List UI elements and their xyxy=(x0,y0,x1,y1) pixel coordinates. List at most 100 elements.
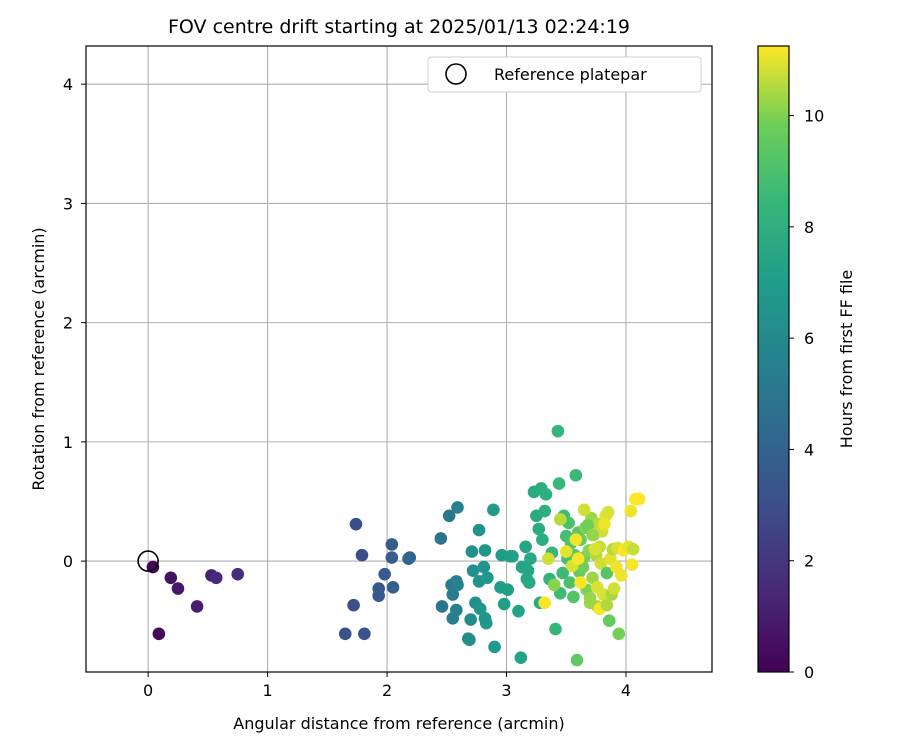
data-point xyxy=(479,616,493,630)
data-point xyxy=(472,523,486,537)
data-point xyxy=(626,542,640,556)
data-point xyxy=(524,552,537,566)
data-point xyxy=(506,550,519,563)
x-tick-label: 4 xyxy=(621,681,631,700)
data-point xyxy=(549,622,562,636)
data-point xyxy=(532,522,546,536)
data-point xyxy=(600,566,614,580)
data-point xyxy=(574,576,587,589)
data-point xyxy=(570,653,584,667)
colorbar-tick-label: 6 xyxy=(804,329,814,348)
colorbar-tick-label: 2 xyxy=(804,552,814,571)
data-point xyxy=(536,533,549,546)
data-point xyxy=(614,569,628,582)
y-tick-label: 2 xyxy=(63,314,73,333)
legend-marker-icon xyxy=(445,63,467,85)
data-point xyxy=(338,627,352,641)
data-point xyxy=(567,590,580,604)
x-axis-label: Angular distance from reference (arcmin) xyxy=(233,714,564,733)
data-point xyxy=(488,640,501,654)
data-point xyxy=(386,581,400,594)
data-point xyxy=(581,519,595,532)
data-point xyxy=(583,596,597,610)
y-tick-label: 0 xyxy=(63,552,73,571)
data-point xyxy=(463,633,476,647)
x-tick-label: 3 xyxy=(501,681,511,700)
data-point xyxy=(487,503,500,517)
y-axis-ticks: 0 1 2 3 4 xyxy=(63,75,86,571)
data-point xyxy=(598,517,611,531)
data-point xyxy=(563,576,577,589)
data-point xyxy=(465,545,479,558)
data-point xyxy=(552,477,566,490)
data-point xyxy=(586,571,599,585)
x-tick-label: 2 xyxy=(382,681,392,700)
data-point xyxy=(442,509,456,523)
y-tick-label: 4 xyxy=(63,75,73,94)
data-point xyxy=(501,583,515,597)
reference-marker xyxy=(137,550,159,572)
data-point xyxy=(451,501,464,514)
data-point xyxy=(542,552,555,566)
data-point xyxy=(624,504,638,518)
data-point xyxy=(601,505,615,519)
data-point xyxy=(477,560,491,574)
legend: Reference platepar xyxy=(427,56,702,93)
data-point xyxy=(521,564,535,577)
data-point xyxy=(209,571,223,585)
data-point xyxy=(385,538,399,551)
data-point xyxy=(164,571,178,585)
x-tick-label: 0 xyxy=(143,681,153,700)
data-point xyxy=(591,581,604,594)
y-tick-label: 3 xyxy=(63,194,73,213)
data-point xyxy=(548,578,561,592)
data-point xyxy=(519,540,532,554)
data-point xyxy=(372,589,385,602)
x-axis-ticks: 0 1 2 3 4 xyxy=(143,672,631,700)
data-point xyxy=(434,532,448,545)
data-point xyxy=(586,528,599,542)
data-point xyxy=(466,564,480,577)
chart-title: FOV centre drift starting at 2025/01/13 … xyxy=(168,16,630,38)
data-point xyxy=(473,602,487,616)
data-point xyxy=(481,571,494,585)
data-point xyxy=(349,517,363,531)
colorbar-tick-label: 8 xyxy=(804,218,814,237)
data-point xyxy=(403,551,417,564)
data-point xyxy=(435,600,449,613)
legend-box xyxy=(427,56,702,93)
data-point xyxy=(602,614,616,628)
data-point xyxy=(559,545,573,558)
colorbar-tick-label: 10 xyxy=(804,107,824,126)
data-point xyxy=(556,566,569,580)
data-point xyxy=(514,651,528,664)
data-point xyxy=(538,596,552,610)
data-point xyxy=(450,603,463,617)
data-point xyxy=(553,513,567,526)
data-point xyxy=(190,600,204,613)
colorbar-tick-label: 0 xyxy=(804,663,814,682)
reference-point xyxy=(137,550,159,572)
data-point xyxy=(625,558,639,571)
x-tick-label: 1 xyxy=(262,681,272,700)
data-point xyxy=(451,578,464,592)
colorbar-gradient xyxy=(757,45,790,673)
data-point xyxy=(600,598,614,612)
data-point xyxy=(512,604,525,618)
y-tick-label: 1 xyxy=(63,433,73,452)
data-point xyxy=(497,597,511,611)
data-point xyxy=(632,492,646,506)
data-point xyxy=(569,468,583,482)
data-point xyxy=(231,567,245,581)
colorbar: 0 2 4 6 8 10 Hours from first FF file xyxy=(757,45,856,682)
y-axis-label: Rotation from reference (arcmin) xyxy=(29,227,48,490)
legend-label: Reference platepar xyxy=(494,65,647,84)
data-point xyxy=(571,552,585,566)
data-point xyxy=(538,504,552,518)
data-point xyxy=(378,567,391,581)
data-point xyxy=(446,588,460,601)
data-point xyxy=(347,598,360,612)
data-point xyxy=(588,542,602,556)
data-point xyxy=(522,576,536,589)
colorbar-tick-label: 4 xyxy=(804,440,814,459)
